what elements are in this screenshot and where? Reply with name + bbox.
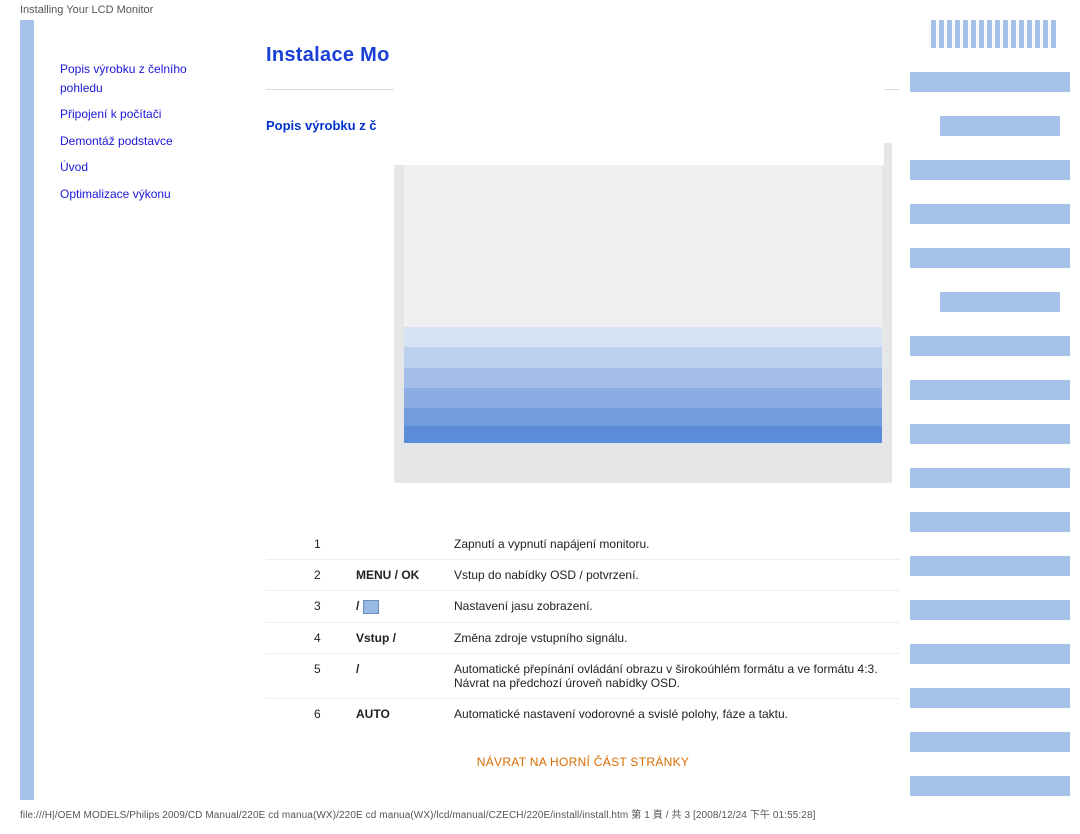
sidebar-item-connect-pc[interactable]: Připojení k počítači	[60, 105, 220, 124]
decor-bar	[910, 732, 1070, 752]
row-description: Vstup do nabídky OSD / potvrzení.	[448, 560, 900, 591]
decor-bar	[910, 72, 1070, 92]
page-header-text: Installing Your LCD Monitor	[0, 0, 1080, 20]
decor-bar	[910, 468, 1070, 488]
row-number: 4	[266, 622, 350, 653]
right-decor-stripes	[910, 20, 1060, 796]
row-description: Automatické přepínání ovládání obrazu v …	[448, 653, 900, 698]
row-number: 2	[266, 560, 350, 591]
row-number: 6	[266, 698, 350, 729]
decor-comb-line	[939, 20, 944, 48]
decor-comb-line	[1003, 20, 1008, 48]
decor-comb-line	[987, 20, 992, 48]
decor-comb-line	[963, 20, 968, 48]
decor-bar	[910, 600, 1070, 620]
row-number: 3	[266, 591, 350, 623]
row-label	[350, 529, 448, 560]
table-row: 6AUTOAutomatické nastavení vodorovné a s…	[266, 698, 900, 729]
row-label: Vstup /	[350, 622, 448, 653]
table-row: 5/Automatické přepínání ovládání obrazu …	[266, 653, 900, 698]
screen-band-1	[404, 327, 882, 347]
screen-band-2	[404, 347, 882, 367]
decor-bar	[910, 512, 1070, 532]
controls-table: 1Zapnutí a vypnutí napájení monitoru.2ME…	[266, 529, 900, 729]
decor-comb-line	[1019, 20, 1024, 48]
footer-file-path: file:///H|/OEM MODELS/Philips 2009/CD Ma…	[0, 800, 1080, 827]
brightness-icon	[363, 600, 379, 614]
decor-comb-line	[955, 20, 960, 48]
decor-bar	[910, 336, 1070, 356]
screen-band-3	[404, 368, 882, 388]
row-label: /	[350, 591, 448, 623]
table-row: 3/ Nastavení jasu zobrazení.	[266, 591, 900, 623]
decor-bar	[910, 688, 1070, 708]
decor-bar	[910, 776, 1070, 796]
decor-comb-line	[979, 20, 984, 48]
monitor-screen	[404, 153, 882, 443]
decor-bar	[940, 292, 1060, 312]
left-decor-gap	[34, 20, 42, 800]
decor-bar	[910, 160, 1070, 180]
decor-comb-line	[1011, 20, 1016, 48]
screen-band-6	[404, 426, 882, 443]
left-decor-band	[20, 20, 34, 800]
screen-band-4	[404, 388, 882, 408]
decor-bar	[910, 248, 1070, 268]
row-label: AUTO	[350, 698, 448, 729]
decor-comb-line	[971, 20, 976, 48]
monitor-preview	[394, 143, 892, 503]
row-number: 5	[266, 653, 350, 698]
decor-comb-line	[1043, 20, 1048, 48]
decor-bar	[910, 204, 1070, 224]
screen-band-5	[404, 408, 882, 425]
decor-comb-line	[931, 20, 936, 48]
row-label: MENU / OK	[350, 560, 448, 591]
page-container: Popis výrobku z čelního pohledu Připojen…	[20, 20, 1060, 800]
sidebar-nav: Popis výrobku z čelního pohledu Připojen…	[60, 60, 220, 212]
decor-comb-line	[1027, 20, 1032, 48]
sidebar-item-optimize[interactable]: Optimalizace výkonu	[60, 185, 220, 204]
decor-bar	[910, 644, 1070, 664]
decor-bar	[910, 556, 1070, 576]
row-description: Nastavení jasu zobrazení.	[448, 591, 900, 623]
row-number: 1	[266, 529, 350, 560]
decor-comb-line	[1035, 20, 1040, 48]
occluder-box	[394, 20, 884, 165]
back-to-top-link[interactable]: NÁVRAT NA HORNÍ ČÁST STRÁNKY	[477, 755, 689, 769]
sidebar-item-intro[interactable]: Úvod	[60, 158, 220, 177]
row-description: Automatické nastavení vodorovné a svislé…	[448, 698, 900, 729]
decor-comb-line	[947, 20, 952, 48]
row-description: Zapnutí a vypnutí napájení monitoru.	[448, 529, 900, 560]
sidebar-item-front-view[interactable]: Popis výrobku z čelního pohledu	[60, 60, 220, 97]
decor-bar	[910, 380, 1070, 400]
table-row: 4Vstup /Změna zdroje vstupního signálu.	[266, 622, 900, 653]
decor-comb-line	[1051, 20, 1056, 48]
row-description: Změna zdroje vstupního signálu.	[448, 622, 900, 653]
table-row: 2MENU / OKVstup do nabídky OSD / potvrze…	[266, 560, 900, 591]
monitor-frame	[394, 143, 892, 483]
sidebar-item-remove-stand[interactable]: Demontáž podstavce	[60, 132, 220, 151]
decor-comb-line	[995, 20, 1000, 48]
row-label: /	[350, 653, 448, 698]
decor-bar	[940, 116, 1060, 136]
decor-bar	[910, 424, 1070, 444]
table-row: 1 Zapnutí a vypnutí napájení monitoru.	[266, 529, 900, 560]
